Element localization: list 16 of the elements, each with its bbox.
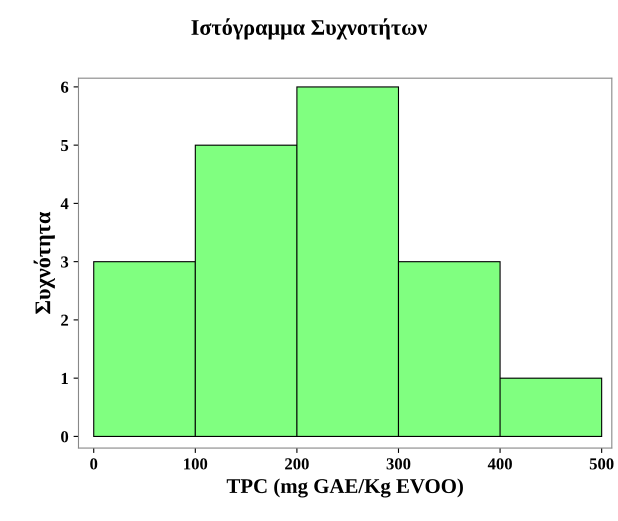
x-tick-label: 200 bbox=[285, 458, 309, 470]
x-tick-label: 400 bbox=[488, 458, 512, 470]
y-tick-label: 6 bbox=[61, 82, 68, 93]
x-tick-label: 100 bbox=[184, 458, 208, 470]
y-tick-label: 0 bbox=[61, 431, 68, 442]
y-axis-title: Συχνότητα bbox=[34, 212, 55, 314]
x-tick-label: 500 bbox=[590, 458, 614, 470]
x-tick-label: 300 bbox=[386, 458, 410, 470]
x-axis-title: TPC (mg GAE/Kg EVOO) bbox=[226, 478, 463, 498]
chart-title: Ιστόγραμμα Συχνοτήτων bbox=[191, 18, 427, 40]
y-tick-label: 5 bbox=[61, 140, 68, 152]
y-tick-label: 2 bbox=[61, 314, 68, 326]
y-tick-label: 1 bbox=[62, 372, 68, 384]
y-tick-label: 3 bbox=[61, 256, 68, 268]
y-tick-label: 4 bbox=[60, 198, 68, 210]
x-tick-label: 0 bbox=[90, 458, 98, 470]
